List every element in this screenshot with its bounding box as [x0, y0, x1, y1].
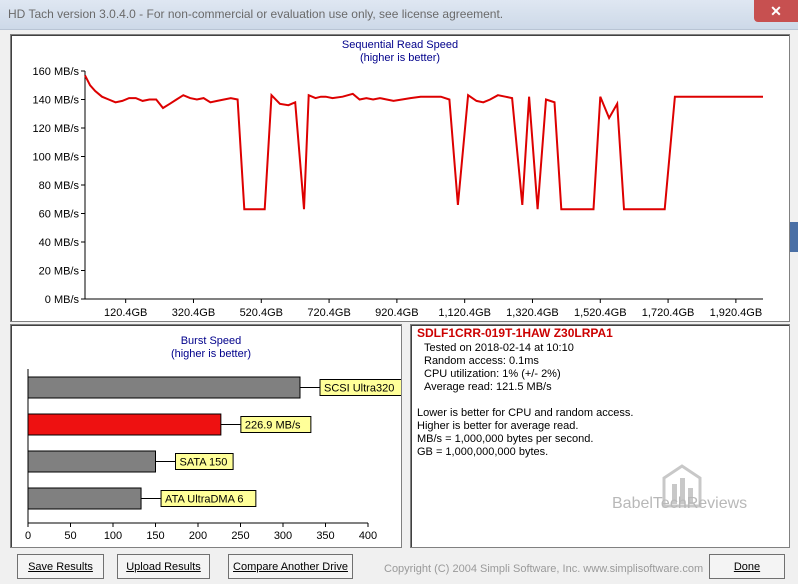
x-tick-label: 400	[359, 530, 377, 542]
note-read: Higher is better for average read.	[417, 420, 579, 432]
x-tick-label: 120.4GB	[104, 307, 147, 319]
burst-chart-title: Burst Speed	[180, 335, 242, 347]
x-tick-label: 1,120.4GB	[438, 307, 491, 319]
sequential-read-panel: Sequential Read Speed (higher is better)…	[10, 34, 790, 322]
done-button[interactable]: Done	[709, 554, 785, 579]
burst-bar	[27, 413, 222, 436]
scroll-edge	[790, 222, 798, 252]
x-tick-label: 1,720.4GB	[642, 307, 695, 319]
x-tick-label: 300	[274, 530, 292, 542]
compare-drive-button[interactable]: Compare Another Drive	[228, 554, 353, 579]
y-tick-label: 160 MB/s	[33, 66, 80, 78]
data-label: SATA 150	[180, 457, 228, 469]
window-title: HD Tach version 3.0.4.0 - For non-commer…	[8, 7, 504, 21]
done-label: Done	[733, 561, 761, 573]
x-tick-label: 100	[104, 530, 122, 542]
sequential-read-chart: 0 MB/s 20 MB/s 40 MB/s 60 MB/s 80 MB/s 100 MB…	[33, 66, 763, 319]
save-results-label: Save Results	[28, 561, 93, 573]
copyright-text: Copyright (C) 2004 Simpli Software, Inc.…	[384, 563, 704, 575]
sequential-chart-title: Sequential Read Speed	[341, 39, 459, 51]
x-tick-label: 0	[25, 530, 31, 542]
burst-bar	[27, 450, 156, 473]
y-tick-label: 120 MB/s	[33, 123, 80, 135]
x-tick-label: 320.4GB	[172, 307, 215, 319]
burst-speed-panel: Burst Speed (higher is better) 0 50 100 150…	[10, 324, 402, 548]
x-tick-label: 250	[231, 530, 249, 542]
y-tick-label: 80 MB/s	[39, 180, 80, 192]
save-results-button[interactable]: Save Results	[17, 554, 104, 579]
y-tick-label: 0 MB/s	[45, 294, 80, 306]
x-tick-label: 720.4GB	[307, 307, 350, 319]
sequential-chart-subtitle: (higher is better)	[359, 52, 441, 64]
watermark-logo-icon	[662, 464, 702, 508]
upload-results-label: Upload Results	[126, 561, 201, 573]
drive-model: SDLF1CRR-019T-1HAW Z30LRPA1	[417, 326, 613, 340]
data-label-box	[240, 416, 312, 433]
x-tick-label: 520.4GB	[240, 307, 283, 319]
x-tick-label: 50	[64, 530, 76, 542]
x-tick-label: 150	[146, 530, 164, 542]
x-tick-label: 1,320.4GB	[506, 307, 559, 319]
x-tick-label: 1,520.4GB	[574, 307, 627, 319]
data-label-box	[175, 453, 234, 470]
data-label-box	[319, 379, 401, 396]
tested-date: Tested on 2018-02-14 at 10:10	[424, 342, 574, 354]
data-label-box	[160, 490, 257, 507]
burst-speed-chart: 0 50 100 150 200 250 300 350 400 SCSI Ultra320 226…	[25, 369, 401, 542]
drive-info-panel: SDLF1CRR-019T-1HAW Z30LRPA1 Tested on 20…	[410, 324, 790, 548]
note-cpu: Lower is better for CPU and random acces…	[417, 407, 634, 419]
burst-chart-subtitle: (higher is better)	[170, 348, 252, 360]
x-tick-label: 1,920.4GB	[710, 307, 763, 319]
y-tick-label: 40 MB/s	[39, 237, 80, 249]
y-tick-label: 140 MB/s	[33, 95, 80, 107]
y-tick-label: 20 MB/s	[39, 266, 80, 278]
x-tick-label: 920.4GB	[375, 307, 418, 319]
x-tick-label: 350	[316, 530, 334, 542]
average-read: Average read: 121.5 MB/s	[424, 381, 552, 393]
cpu-utilization: CPU utilization: 1% (+/- 2%)	[424, 368, 561, 380]
data-label: ATA UltraDMA 6	[165, 494, 243, 506]
y-tick-label: 100 MB/s	[33, 152, 80, 164]
y-tick-label: 60 MB/s	[39, 209, 80, 221]
title-bar: HD Tach version 3.0.4.0 - For non-commer…	[0, 0, 798, 30]
burst-bar	[27, 376, 301, 399]
burst-bar	[27, 487, 142, 510]
data-label: 226.9 MB/s	[245, 420, 301, 432]
note-mbs: MB/s = 1,000,000 bytes per second.	[417, 433, 594, 445]
data-label: SCSI Ultra320	[324, 383, 394, 395]
random-access: Random access: 0.1ms	[424, 355, 539, 367]
compare-drive-label: Compare Another Drive	[233, 561, 348, 573]
upload-results-button[interactable]: Upload Results	[117, 554, 210, 579]
read-speed-line	[84, 74, 763, 211]
close-button[interactable]: ✕	[754, 0, 798, 22]
watermark-text: BabelTechReviews	[612, 495, 748, 512]
x-tick-label: 200	[189, 530, 207, 542]
note-gb: GB = 1,000,000,000 bytes.	[417, 446, 549, 458]
